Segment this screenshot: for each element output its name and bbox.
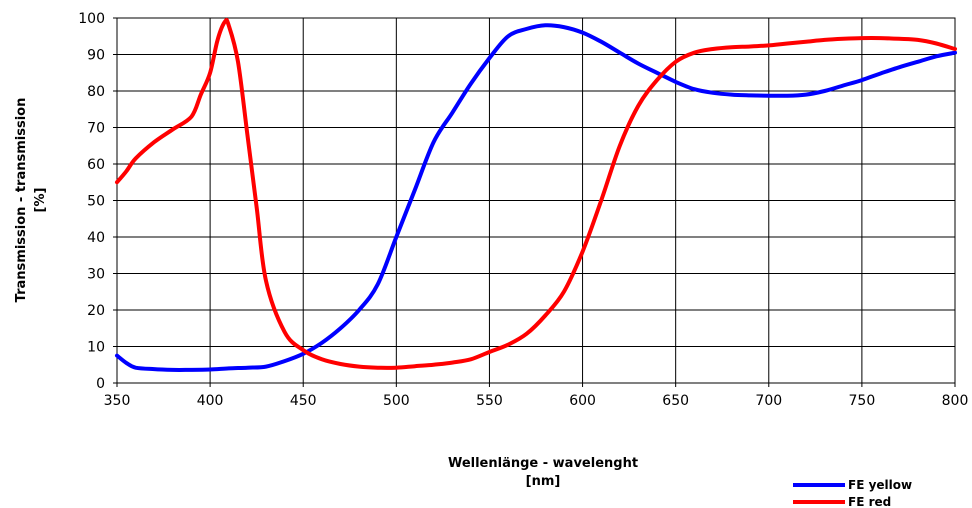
y-tick-label: 30 bbox=[87, 267, 105, 283]
y-tick-label: 40 bbox=[87, 230, 105, 246]
y-axis-title-line1: Transmission - transmission bbox=[14, 98, 29, 303]
x-tick-label: 600 bbox=[569, 393, 596, 409]
y-axis-title-line2: [%] bbox=[33, 188, 48, 213]
x-tick-label: 700 bbox=[755, 393, 782, 409]
series-line-fe-red bbox=[115, 17, 957, 370]
series-lines bbox=[115, 17, 957, 372]
x-tick-label: 500 bbox=[383, 393, 410, 409]
y-tick-label: 100 bbox=[78, 11, 105, 27]
x-tick-label: 550 bbox=[476, 393, 503, 409]
x-tick-labels: 350 400 450 500 550 600 650 700 750 800 bbox=[104, 393, 969, 409]
x-axis-title-line1: Wellenlänge - wavelenght bbox=[448, 456, 638, 471]
legend: FE yellow FE red bbox=[793, 478, 912, 508]
legend-label-fe-red: FE red bbox=[848, 495, 891, 508]
series-line-fe-yellow bbox=[115, 23, 957, 372]
x-tick-label: 750 bbox=[849, 393, 876, 409]
y-tick-label: 10 bbox=[87, 340, 105, 356]
x-tick-label: 650 bbox=[662, 393, 689, 409]
x-tick-label: 800 bbox=[942, 393, 969, 409]
x-tick-label: 450 bbox=[290, 393, 317, 409]
y-tick-label: 50 bbox=[87, 194, 105, 210]
y-tick-label: 90 bbox=[87, 48, 105, 64]
x-gridlines bbox=[116, 18, 956, 387]
y-tick-label: 80 bbox=[87, 84, 105, 100]
x-tick-label: 400 bbox=[197, 393, 224, 409]
y-tick-label: 70 bbox=[87, 121, 105, 137]
x-axis-title-line2: [nm] bbox=[526, 474, 561, 489]
x-tick-label: 350 bbox=[104, 393, 131, 409]
plot-area bbox=[116, 17, 956, 384]
y-tick-label: 0 bbox=[96, 376, 105, 392]
legend-label-fe-yellow: FE yellow bbox=[848, 478, 912, 492]
y-tick-label: 20 bbox=[87, 303, 105, 319]
y-tick-label: 60 bbox=[87, 157, 105, 173]
y-tick-labels: 0 10 20 30 40 50 60 70 80 90 100 bbox=[78, 11, 105, 392]
